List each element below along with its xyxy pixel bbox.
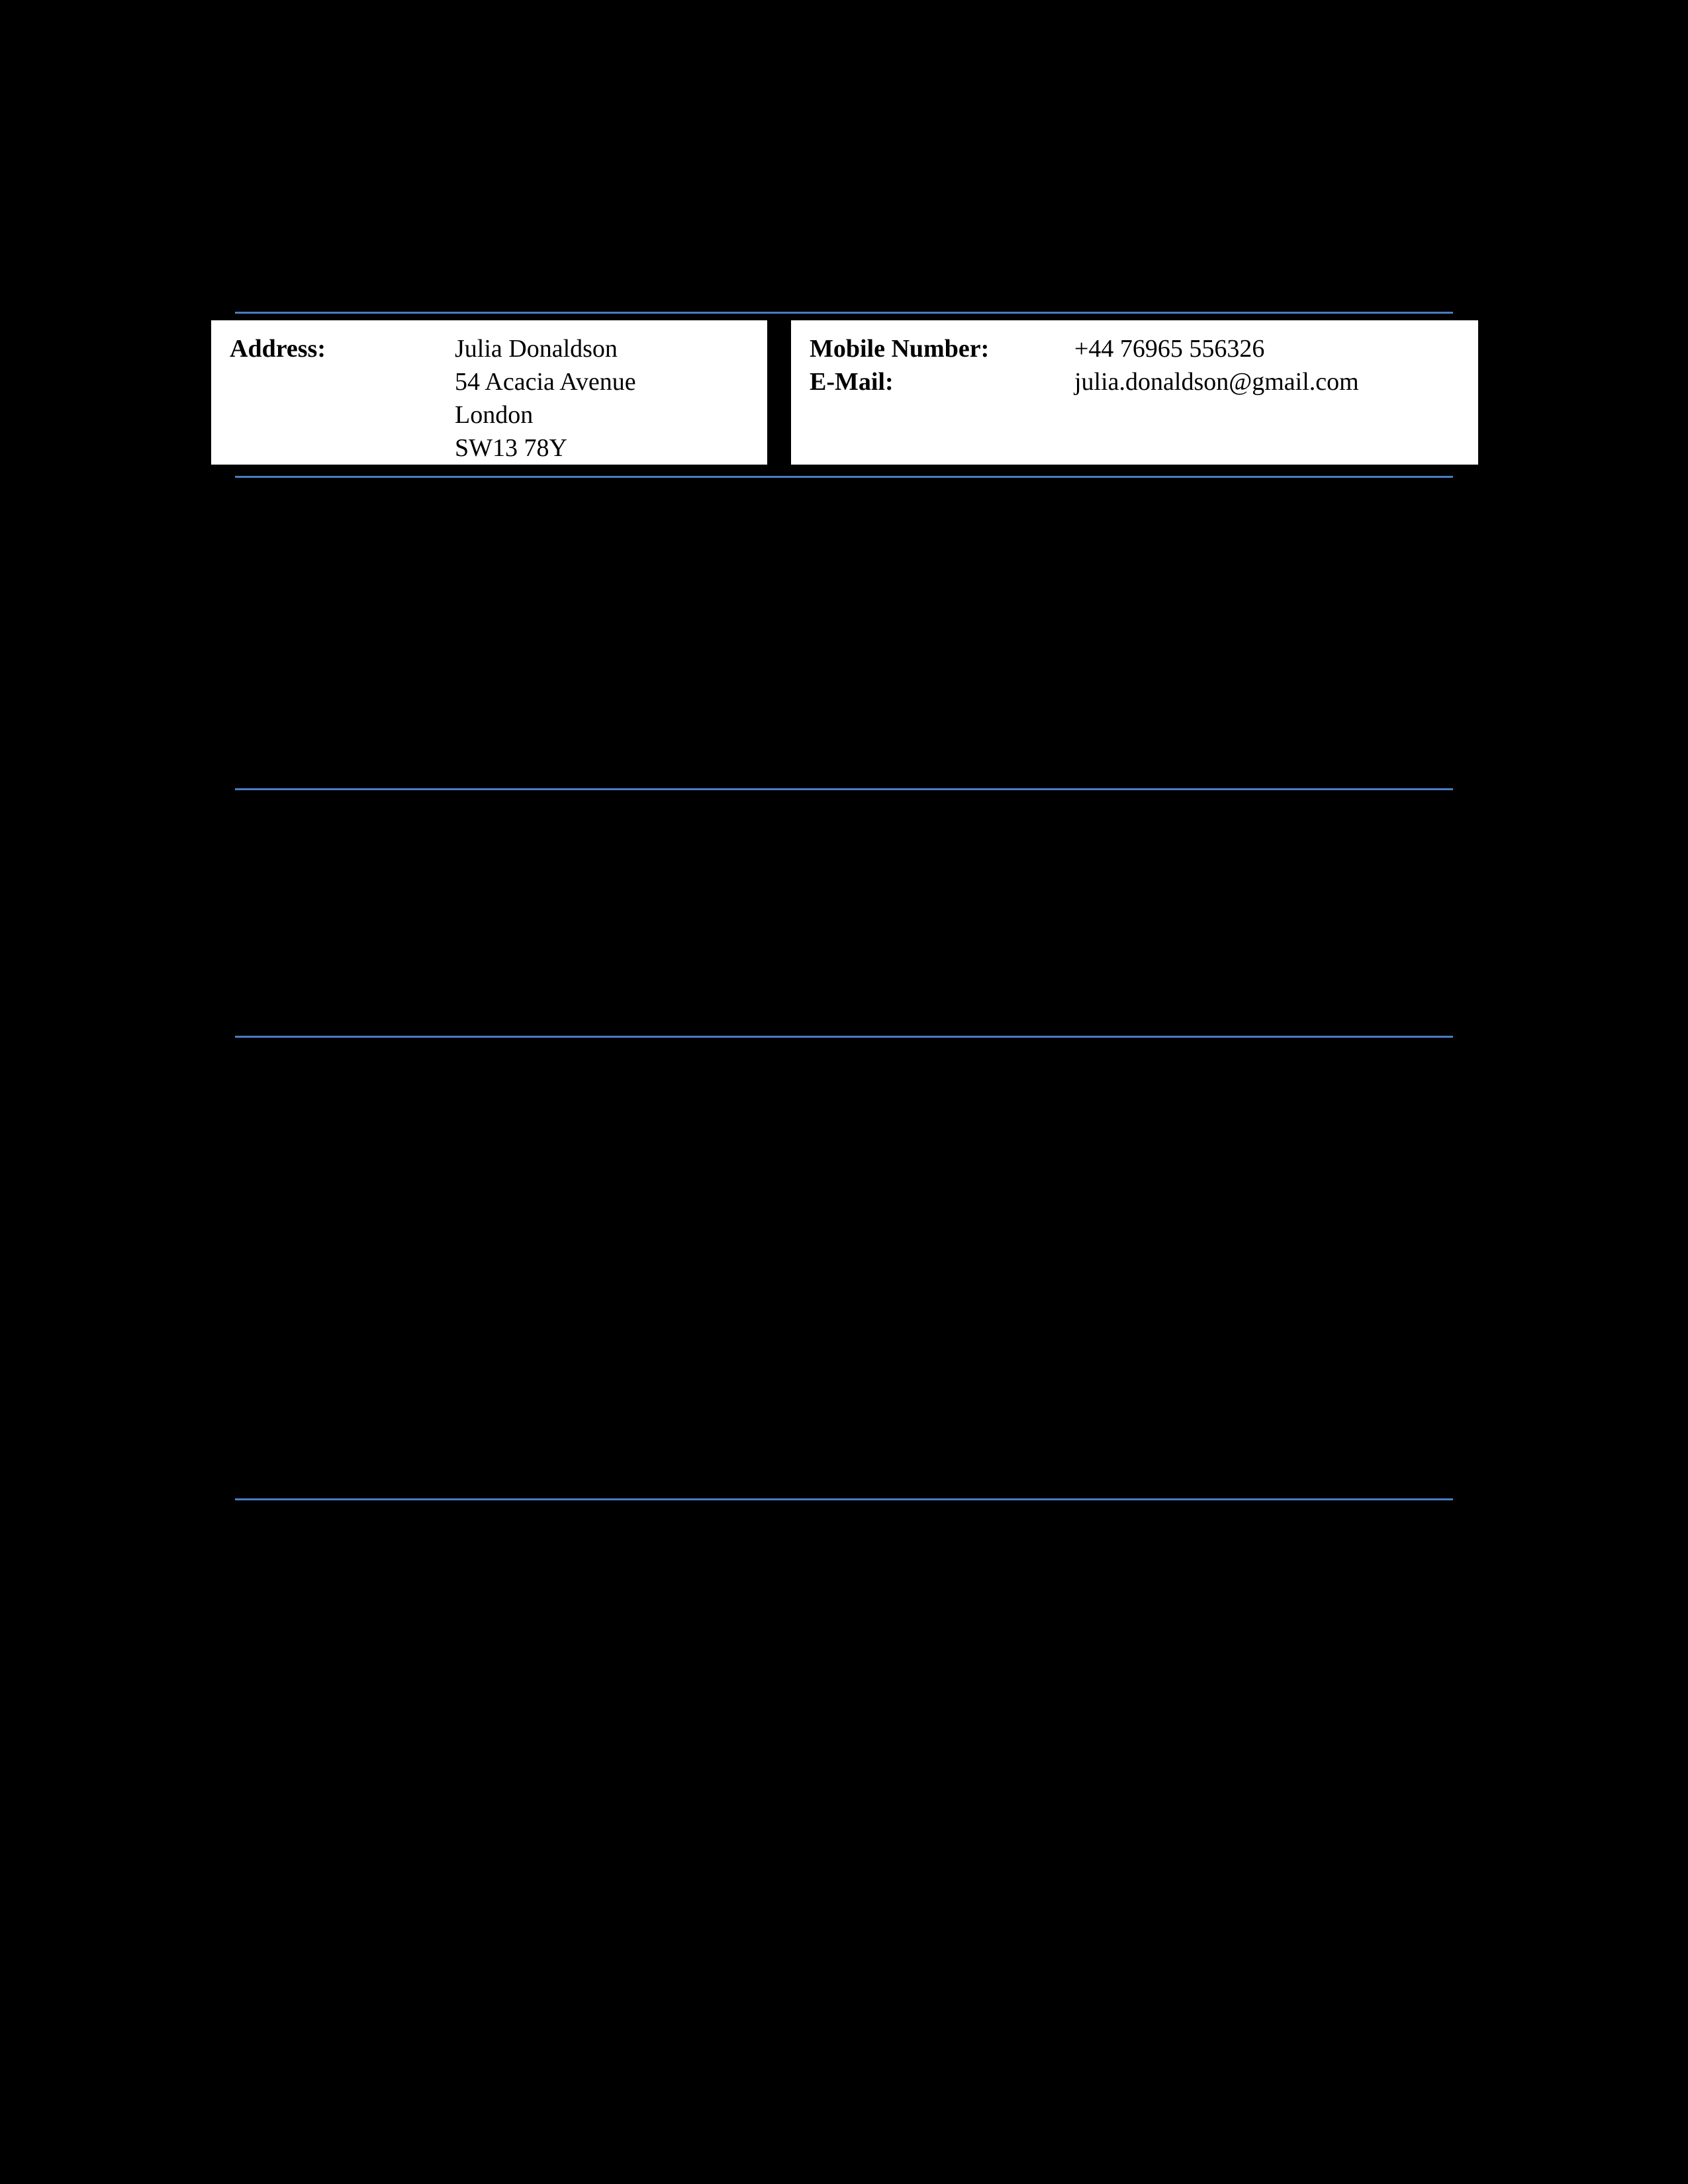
mobile-label: Mobile Number: — [810, 332, 1074, 365]
divider-rule — [235, 312, 1453, 314]
divider-rule — [235, 476, 1453, 478]
divider-rule — [235, 788, 1453, 790]
address-label: Address: — [230, 332, 455, 465]
email-value: julia.donaldson@gmail.com — [1074, 365, 1460, 398]
email-label: E-Mail: — [810, 365, 1074, 398]
contact-address-panel: Address: Julia Donaldson 54 Acacia Avenu… — [211, 320, 767, 465]
address-value: Julia Donaldson 54 Acacia Avenue London … — [455, 332, 749, 465]
contact-phone-email-panel: Mobile Number: +44 76965 556326 E-Mail: … — [791, 320, 1478, 465]
address-line: London — [455, 398, 749, 432]
address-line: SW13 78Y — [455, 432, 749, 465]
address-line: Julia Donaldson — [455, 332, 749, 365]
mobile-value: +44 76965 556326 — [1074, 332, 1460, 365]
address-line: 54 Acacia Avenue — [455, 365, 749, 398]
divider-rule — [235, 1498, 1453, 1500]
divider-rule — [235, 1036, 1453, 1038]
